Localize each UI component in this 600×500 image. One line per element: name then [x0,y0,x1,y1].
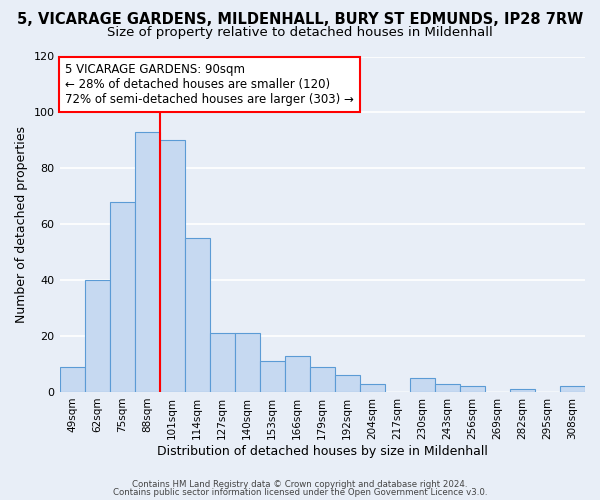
X-axis label: Distribution of detached houses by size in Mildenhall: Distribution of detached houses by size … [157,444,488,458]
Bar [435,384,460,392]
Text: Contains public sector information licensed under the Open Government Licence v3: Contains public sector information licen… [113,488,487,497]
Bar [410,378,435,392]
Bar [85,280,110,392]
Bar [560,386,585,392]
Bar [59,367,85,392]
Bar [360,384,385,392]
Text: 5 VICARAGE GARDENS: 90sqm
← 28% of detached houses are smaller (120)
72% of semi: 5 VICARAGE GARDENS: 90sqm ← 28% of detac… [65,63,353,106]
Bar [260,361,285,392]
Bar [160,140,185,392]
Text: 5, VICARAGE GARDENS, MILDENHALL, BURY ST EDMUNDS, IP28 7RW: 5, VICARAGE GARDENS, MILDENHALL, BURY ST… [17,12,583,28]
Bar [134,132,160,392]
Bar [460,386,485,392]
Bar [285,356,310,392]
Bar [335,375,360,392]
Text: Contains HM Land Registry data © Crown copyright and database right 2024.: Contains HM Land Registry data © Crown c… [132,480,468,489]
Text: Size of property relative to detached houses in Mildenhall: Size of property relative to detached ho… [107,26,493,39]
Bar [510,389,535,392]
Bar [185,238,209,392]
Y-axis label: Number of detached properties: Number of detached properties [15,126,28,322]
Bar [235,334,260,392]
Bar [209,334,235,392]
Bar [310,367,335,392]
Bar [110,202,134,392]
